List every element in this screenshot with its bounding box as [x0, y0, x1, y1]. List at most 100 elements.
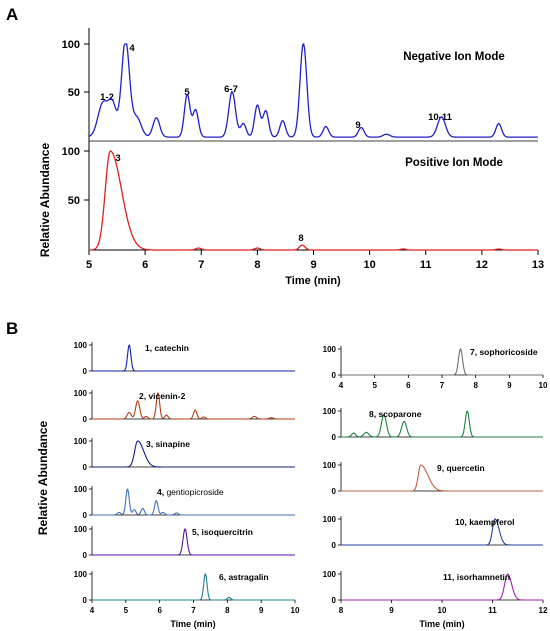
subplot-xtick-label: 10 — [539, 381, 548, 390]
neg-ytick-100: 100 — [62, 39, 80, 51]
pos-ytick-100: 100 — [62, 146, 80, 158]
subplot-astragalin: 100 0 6, astragalin 4 5 6 7 8 9 10 — [74, 570, 300, 615]
peak-label-5: 5 — [184, 87, 190, 98]
subplot-xtick-label: 10 — [291, 606, 300, 615]
subplot-ytick-0: 0 — [83, 511, 88, 520]
subplot-ytick-0: 0 — [332, 541, 337, 550]
subplot-xtick-label: 9 — [507, 381, 512, 390]
subplot-xtick-label: 7 — [191, 606, 196, 615]
subplot-xtick-label: 8 — [339, 606, 344, 615]
peak-label-6-7: 6-7 — [224, 84, 238, 95]
subplot-xtick-label: 6 — [157, 606, 162, 615]
subplot-ytick-0: 0 — [83, 596, 88, 605]
subplot-vicenin-2: 100 0 2, vicenin-2 — [74, 389, 295, 424]
subplot-trace — [341, 518, 543, 546]
subplot-xtick-label: 9 — [259, 606, 264, 615]
subplot-trace — [92, 440, 295, 468]
subplot-trace — [92, 344, 295, 372]
panel-a-xtick-label: 7 — [198, 259, 204, 271]
panel-a-xtick-label: 11 — [420, 259, 432, 271]
panel-a-xtick-label: 5 — [86, 259, 92, 271]
compound-label: 4, gentiopicroside — [157, 487, 224, 497]
panel-a: A Relative Abundance Time (min) 100 50 1… — [6, 5, 544, 287]
subplot-ytick-0: 0 — [83, 415, 88, 424]
subplot-xtick-label: 4 — [90, 606, 95, 615]
subplot-xtick-label: 11 — [488, 606, 497, 615]
panel-b: B Relative Abundance Time (min) Time (mi… — [6, 319, 548, 629]
panel-a-ylabel: Relative Abundance — [38, 143, 52, 258]
positive-mode-label: Positive Ion Mode — [405, 157, 503, 169]
subplot-ytick-0: 0 — [332, 487, 337, 496]
panel-a-label: A — [6, 5, 18, 24]
subplot-gentiopicroside: 100 0 4, gentiopicroside — [74, 485, 295, 520]
subplot-xtick-label: 12 — [539, 606, 548, 615]
positive-ion-trace — [88, 150, 538, 251]
subplot-xtick-label: 8 — [473, 381, 478, 390]
compound-label: 6, astragalin — [219, 572, 269, 582]
peak-label-4: 4 — [129, 43, 135, 54]
subplot-xtick-label: 5 — [372, 381, 377, 390]
compound-label: 9, quercetin — [437, 463, 485, 473]
panel-a-xtick-label: 10 — [364, 259, 376, 271]
subplot-xtick-label: 8 — [225, 606, 230, 615]
subplot-ytick-100: 100 — [323, 407, 337, 416]
panel-a-xtick-label: 8 — [254, 259, 260, 271]
subplot-ytick-100: 100 — [323, 515, 337, 524]
panel-b-xlabel-left: Time (min) — [170, 619, 215, 629]
panel-a-xtick-label: 9 — [310, 259, 316, 271]
peak-label-8: 8 — [298, 233, 303, 244]
panel-a-xtick-label: 6 — [142, 259, 148, 271]
negative-y-ticks: 100 50 — [62, 39, 89, 99]
subplot-ytick-100: 100 — [74, 485, 88, 494]
subplot-isoquercitrin: 100 0 5, isoquercitrin — [74, 525, 295, 560]
subplot-sophoricoside: 100 0 7, sophoricoside 4 5 6 7 8 9 10 — [323, 345, 548, 390]
subplot-sinapine: 100 0 3, sinapine — [74, 437, 295, 472]
subplot-xtick-label: 5 — [124, 606, 129, 615]
subplot-xtick-label: 10 — [438, 606, 447, 615]
panel-a-xlabel: Time (min) — [285, 275, 341, 287]
panel-a-x-ticks: 5 6 7 8 9 10 11 12 13 — [86, 250, 544, 271]
positive-y-ticks: 100 50 — [62, 146, 89, 207]
subplot-ytick-100: 100 — [323, 461, 337, 470]
subplot-ytick-100: 100 — [74, 437, 88, 446]
subplot-catechin: 100 0 1, catechin — [74, 341, 295, 376]
panel-b-ylabel: Relative Abundance — [36, 421, 50, 536]
subplot-trace — [92, 392, 295, 420]
subplot-ytick-100: 100 — [74, 525, 88, 534]
subplot-ytick-0: 0 — [83, 463, 88, 472]
neg-ytick-50: 50 — [68, 87, 80, 99]
peak-label-3: 3 — [115, 153, 120, 164]
peak-label-9: 9 — [355, 120, 360, 131]
compound-label: 5, isoquercitrin — [192, 527, 253, 537]
subplot-ytick-0: 0 — [83, 367, 88, 376]
subplot-ytick-100: 100 — [74, 341, 88, 350]
compound-label: 11, isorhamnetin — [443, 572, 510, 582]
subplot-xtick-label: 9 — [389, 606, 394, 615]
negative-mode-label: Negative Ion Mode — [403, 51, 505, 63]
compound-label: 7, sophoricoside — [470, 347, 538, 357]
panel-a-xtick-label: 12 — [476, 259, 488, 271]
pos-ytick-50: 50 — [68, 195, 80, 207]
subplot-trace — [341, 410, 543, 438]
compound-label: 2, vicenin-2 — [139, 391, 186, 401]
panel-b-label: B — [6, 319, 18, 338]
subplot-trace — [92, 528, 295, 556]
subplot-isorhamnetin: 100 0 11, isorhamnetin 8 9 10 11 12 — [323, 570, 548, 615]
subplot-ytick-0: 0 — [83, 551, 88, 560]
subplot-ytick-100: 100 — [323, 570, 337, 579]
subplot-scoparone: 100 0 8, scoparone — [323, 407, 543, 442]
subplot-xtick-label: 7 — [440, 381, 445, 390]
subplot-ytick-100: 100 — [74, 389, 88, 398]
subplot-ytick-0: 0 — [332, 596, 337, 605]
subplot-ytick-100: 100 — [323, 345, 337, 354]
negative-ion-trace — [88, 42, 538, 138]
subplot-quercetin: 100 0 9, quercetin — [323, 461, 543, 496]
panel-a-xtick-label: 13 — [532, 259, 544, 271]
compound-label: 1, catechin — [145, 343, 189, 353]
subplot-xtick-label: 4 — [339, 381, 344, 390]
subplot-trace — [341, 573, 543, 601]
compound-label: 3, sinapine — [146, 439, 190, 449]
subplot-xtick-label: 6 — [406, 381, 411, 390]
